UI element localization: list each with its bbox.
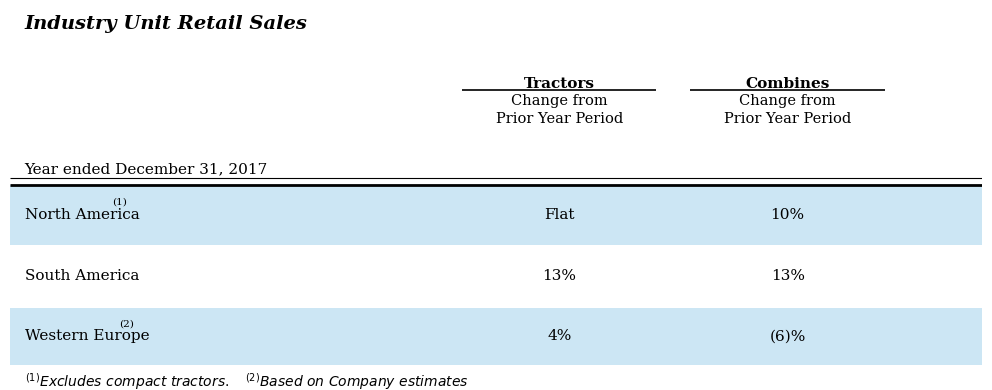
Text: $^{(1)}$$\mathit{Excludes\ compact\ tractors.}$$\quad$$^{(2)}$$\mathit{Based\ on: $^{(1)}$$\mathit{Excludes\ compact\ trac… bbox=[25, 371, 468, 390]
Text: Year ended December 31, 2017: Year ended December 31, 2017 bbox=[25, 163, 268, 177]
Text: Flat: Flat bbox=[544, 208, 574, 222]
Text: 10%: 10% bbox=[771, 208, 805, 222]
Text: Combines: Combines bbox=[745, 76, 830, 90]
Text: South America: South America bbox=[25, 269, 139, 283]
Text: Western Europe: Western Europe bbox=[25, 330, 149, 344]
FancyBboxPatch shape bbox=[10, 308, 982, 365]
Text: North America: North America bbox=[25, 208, 139, 222]
Text: Change from
Prior Year Period: Change from Prior Year Period bbox=[724, 94, 851, 126]
Text: 13%: 13% bbox=[543, 269, 576, 283]
Text: Tractors: Tractors bbox=[524, 76, 594, 90]
Text: Change from
Prior Year Period: Change from Prior Year Period bbox=[496, 94, 623, 126]
Text: 13%: 13% bbox=[771, 269, 805, 283]
Text: 4%: 4% bbox=[547, 330, 571, 344]
Text: (6)%: (6)% bbox=[770, 330, 806, 344]
Text: (2): (2) bbox=[119, 319, 134, 328]
Text: (1): (1) bbox=[112, 197, 127, 207]
Text: Industry Unit Retail Sales: Industry Unit Retail Sales bbox=[25, 15, 308, 34]
FancyBboxPatch shape bbox=[10, 185, 982, 245]
